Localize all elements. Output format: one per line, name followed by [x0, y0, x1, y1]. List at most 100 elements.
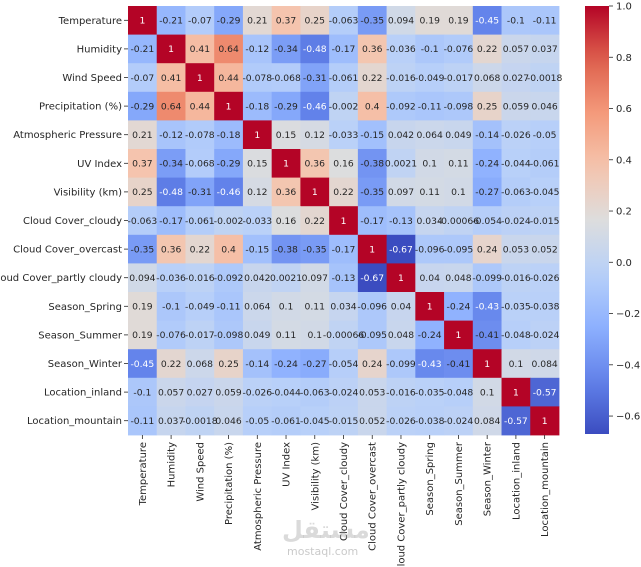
cell-annotation: 0.042 [244, 273, 270, 284]
cell-annotation: -0.015 [530, 216, 560, 227]
cell-annotation: 0.052 [531, 244, 557, 255]
cell-annotation: 0.36 [305, 159, 326, 170]
heatmap-cell [472, 263, 502, 293]
cell-annotation: 0.16 [333, 159, 354, 170]
heatmap-cell [271, 206, 301, 236]
heatmap-cell [386, 349, 416, 379]
y-tick-label: Atmospheric Pressure [13, 130, 122, 141]
colorbar-tick-label: −0.2 [616, 309, 640, 320]
cell-annotation: -0.29 [217, 16, 241, 27]
heatmap-cell [271, 263, 301, 293]
heatmap-cell [501, 6, 531, 35]
heatmap-cell [128, 320, 158, 350]
cell-annotation: -0.11 [533, 16, 557, 27]
x-tick-label: Precipitation (%) [224, 442, 235, 525]
cell-annotation: 0.084 [531, 359, 557, 370]
heatmap-cell [472, 6, 502, 35]
heatmap-cell [530, 34, 560, 64]
cell-annotation: -0.34 [274, 44, 298, 55]
x-tick-label: Season_Winter [483, 441, 494, 516]
heatmap-cell [530, 177, 560, 207]
y-tick-label: Location_inland [44, 388, 122, 399]
heatmap-cell [128, 120, 158, 150]
heatmap-cell [415, 320, 445, 350]
heatmap-cell [357, 349, 387, 379]
x-tick-label: Season_Summer [454, 441, 465, 526]
heatmap-cell [530, 63, 560, 93]
cell-annotation: -0.038 [415, 416, 445, 427]
cell-annotation: 0.64 [218, 44, 239, 55]
cell-annotation: -0.035 [415, 387, 445, 398]
heatmap-cell [271, 377, 301, 407]
cell-annotation: 0.0021 [270, 273, 302, 284]
cell-annotation: 0.064 [417, 130, 443, 141]
cell-annotation: -0.27 [303, 359, 327, 370]
cell-annotation: 0.037 [531, 44, 557, 55]
cell-annotation: -0.46 [217, 187, 241, 198]
cell-annotation: -0.67 [389, 244, 413, 255]
cell-annotation: -0.00066 [323, 330, 364, 341]
cell-annotation: -0.024 [530, 330, 560, 341]
cell-annotation: -0.061 [530, 159, 560, 170]
cell-annotation: -0.076 [444, 44, 474, 55]
heatmap-cell [300, 120, 330, 150]
heatmap-cell [300, 377, 330, 407]
heatmap-cell [386, 263, 416, 293]
cell-annotation: 0.049 [244, 330, 270, 341]
heatmap-cell [214, 63, 244, 93]
heatmap-cell [214, 91, 244, 121]
heatmap-cell [128, 177, 158, 207]
cell-annotation: -0.002 [214, 216, 244, 227]
heatmap-cell [128, 377, 158, 407]
heatmap-cell [472, 149, 502, 178]
y-tick-label: Wind Speed [62, 73, 122, 84]
x-tick-label: Cloud Cover_cloudy [339, 442, 350, 541]
heatmap-cell [271, 234, 301, 264]
cell-annotation: 0.36 [161, 244, 182, 255]
x-tick-label: Cloud Cover_partly cloudy [396, 442, 407, 567]
cell-annotation: 0.25 [132, 187, 153, 198]
cell-annotation: -0.15 [360, 130, 384, 141]
cell-annotation: -0.14 [475, 130, 499, 141]
heatmap-cell [444, 406, 474, 436]
heatmap-cell [357, 320, 387, 350]
heatmap-cell [415, 120, 445, 150]
cell-annotation: 1 [513, 387, 519, 398]
colorbar-tick-label: 0.4 [616, 155, 632, 166]
cell-annotation: -0.46 [303, 101, 327, 112]
cell-annotation: 1 [283, 159, 289, 170]
heatmap-cell [472, 320, 502, 350]
cell-annotation: -0.092 [214, 273, 244, 284]
cell-annotation: -0.48 [159, 187, 183, 198]
cell-annotation: -0.063 [501, 187, 531, 198]
heatmap-cell [242, 377, 273, 407]
heatmap-cell [271, 292, 301, 321]
heatmap-cell [415, 406, 445, 436]
heatmap-cell [415, 177, 445, 207]
heatmap-cell [386, 6, 416, 35]
y-tick-label: UV Index [77, 159, 122, 170]
heatmap-cell [415, 91, 445, 121]
cell-annotation: -0.0018 [182, 416, 218, 427]
heatmap-cell [386, 91, 416, 121]
heatmap-cell [357, 120, 387, 150]
heatmap-cell [472, 34, 502, 64]
cell-annotation: -0.1 [133, 387, 151, 398]
heatmap-cell [386, 34, 416, 64]
cell-annotation: -0.18 [245, 101, 269, 112]
cell-annotation: 0.64 [161, 101, 182, 112]
heatmap-cell [444, 149, 474, 178]
heatmap-cell [156, 292, 186, 321]
cell-annotation: -0.026 [386, 416, 416, 427]
heatmap-cell [214, 34, 244, 64]
heatmap-cell [271, 91, 301, 121]
cell-annotation: -0.00066 [438, 216, 479, 227]
cell-annotation: -0.1 [421, 44, 439, 55]
cell-annotation: -0.033 [329, 130, 359, 141]
y-axis-labels: Temperature Humidity Wind Speed Precipitati… [0, 16, 128, 427]
heatmap-cell [214, 263, 244, 293]
cell-annotation: 0.22 [305, 216, 325, 227]
heatmap-cell [357, 177, 387, 207]
heatmap-cell [329, 263, 359, 293]
cell-annotation: -0.054 [329, 359, 359, 370]
